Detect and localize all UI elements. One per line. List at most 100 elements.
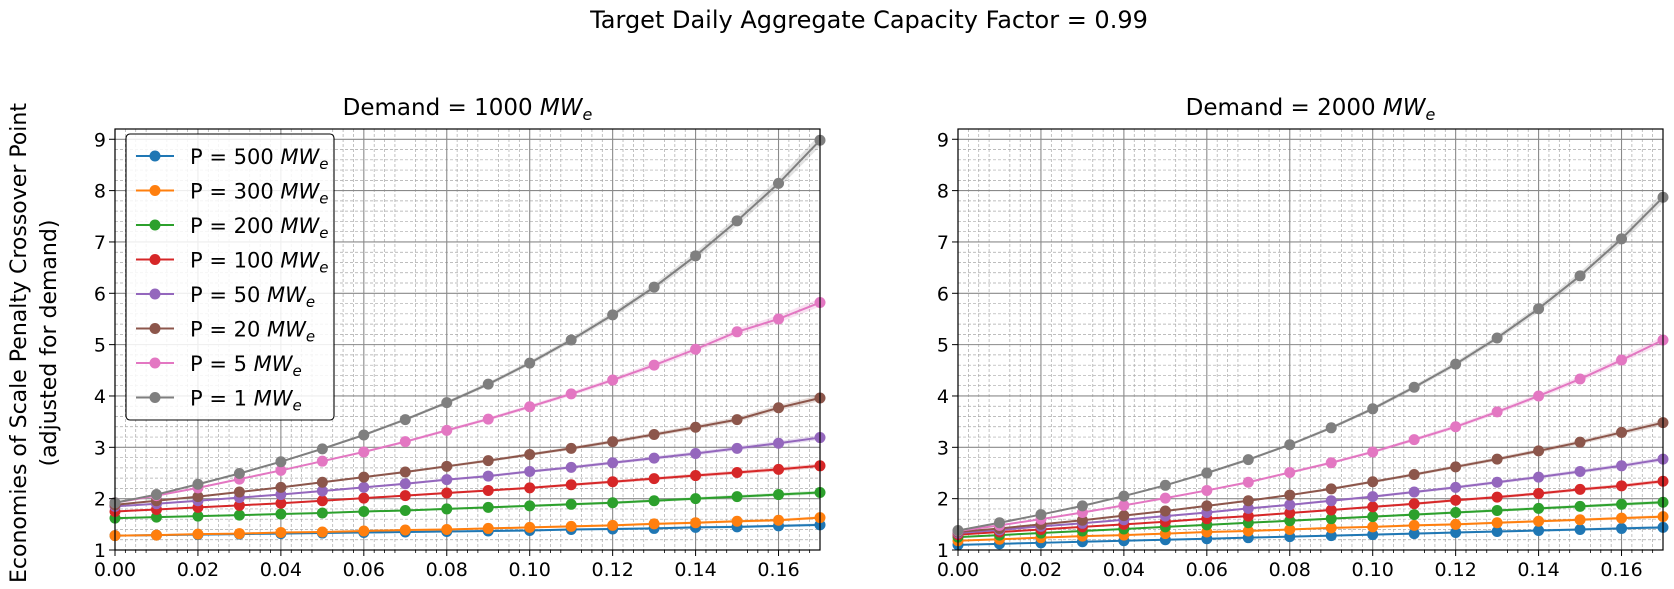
series-line xyxy=(114,301,821,504)
x-tick-label: 0.02 xyxy=(177,559,219,581)
y-tick-label: 9 xyxy=(94,129,106,151)
data-point xyxy=(358,505,370,517)
data-point xyxy=(1284,499,1296,511)
legend-item: P = 200 MWe xyxy=(136,214,329,242)
data-point xyxy=(1242,495,1254,507)
data-point xyxy=(1533,502,1545,514)
data-point xyxy=(731,491,743,503)
data-point xyxy=(773,463,785,475)
data-point xyxy=(192,510,204,522)
series-line xyxy=(114,491,821,520)
data-point xyxy=(1325,457,1337,469)
data-point xyxy=(1367,529,1379,541)
data-point xyxy=(233,528,245,540)
series-group xyxy=(109,134,826,542)
x-tick-label: 0.08 xyxy=(426,559,468,581)
data-point xyxy=(1533,471,1545,483)
data-point xyxy=(316,485,328,497)
legend-marker xyxy=(149,150,161,162)
data-point xyxy=(524,449,536,461)
data-point xyxy=(1574,500,1586,512)
x-tick-label: 0.08 xyxy=(1269,559,1311,581)
legend-label: P = 500 MWe xyxy=(190,145,329,173)
data-point xyxy=(233,499,245,511)
data-point xyxy=(1408,528,1420,540)
data-point xyxy=(1450,358,1462,370)
series-4 xyxy=(952,453,1669,539)
y-tick-label: 7 xyxy=(94,232,106,254)
y-tick-label: 5 xyxy=(94,335,106,357)
legend-marker xyxy=(149,219,161,231)
data-point xyxy=(648,281,660,293)
legend-label: P = 200 MWe xyxy=(190,214,329,242)
data-point xyxy=(1450,481,1462,493)
y-tick-label: 6 xyxy=(94,283,106,305)
data-point xyxy=(607,457,619,469)
data-point xyxy=(1491,504,1503,516)
y-tick-label: 2 xyxy=(937,489,949,511)
legend-label: P = 5 MWe xyxy=(190,352,302,380)
data-point xyxy=(399,478,411,490)
y-tick-label: 4 xyxy=(94,386,106,408)
data-point xyxy=(1367,501,1379,513)
x-tick-label: 0.10 xyxy=(509,559,551,581)
data-point xyxy=(1574,514,1586,526)
data-point xyxy=(482,378,494,390)
legend-marker xyxy=(149,254,161,265)
data-point xyxy=(1367,491,1379,503)
data-point xyxy=(731,215,743,227)
data-point xyxy=(1325,530,1337,542)
data-point xyxy=(1533,445,1545,457)
data-point xyxy=(1159,492,1171,504)
data-point xyxy=(1491,453,1503,465)
data-point xyxy=(1284,466,1296,478)
data-point xyxy=(1325,504,1337,516)
series-3 xyxy=(109,460,826,517)
legend-item: P = 300 MWe xyxy=(136,180,329,208)
y-tick-label: 1 xyxy=(937,540,949,562)
data-point xyxy=(1616,522,1628,534)
data-point xyxy=(565,479,577,491)
data-point xyxy=(607,309,619,321)
data-point xyxy=(524,521,536,533)
x-tick-label: 0.12 xyxy=(1434,559,1476,581)
series-line xyxy=(114,436,821,508)
series-line xyxy=(114,397,821,506)
data-point xyxy=(1574,523,1586,535)
data-point xyxy=(1325,422,1337,434)
series-line xyxy=(957,339,1664,532)
data-point xyxy=(1616,480,1628,492)
data-point xyxy=(441,424,453,436)
data-point xyxy=(731,414,743,426)
data-point xyxy=(731,326,743,338)
series-line xyxy=(957,515,1664,542)
data-point xyxy=(1574,373,1586,385)
data-point xyxy=(1284,507,1296,519)
x-tick-label: 0.16 xyxy=(757,559,799,581)
series-1 xyxy=(952,511,1669,547)
x-tick-label: 0.04 xyxy=(1103,559,1145,581)
x-tick-label: 0.06 xyxy=(343,559,385,581)
data-point xyxy=(731,466,743,478)
data-point xyxy=(1408,469,1420,481)
x-tick-label: 0.14 xyxy=(1517,559,1559,581)
data-point xyxy=(690,447,702,459)
legend-item: P = 20 MWe xyxy=(136,318,315,346)
data-point xyxy=(607,497,619,509)
data-point xyxy=(648,452,660,464)
ticks: 0.00 0.02 0.04 0.06 0.08 0.10 0.12 0.14 0.16 1 2 3 4… xyxy=(94,129,811,581)
data-point xyxy=(690,517,702,529)
data-point xyxy=(1118,499,1130,511)
data-point xyxy=(648,518,660,530)
legend-label: P = 20 MWe xyxy=(190,318,315,346)
y-tick-label: 7 xyxy=(937,232,949,254)
data-point xyxy=(524,500,536,512)
data-point xyxy=(192,478,204,490)
data-point xyxy=(482,413,494,425)
data-point xyxy=(482,470,494,482)
data-point xyxy=(233,509,245,521)
data-point xyxy=(731,442,743,454)
data-point xyxy=(441,474,453,486)
y-tick-label: 3 xyxy=(94,437,106,459)
y-tick-label: 9 xyxy=(937,129,949,151)
